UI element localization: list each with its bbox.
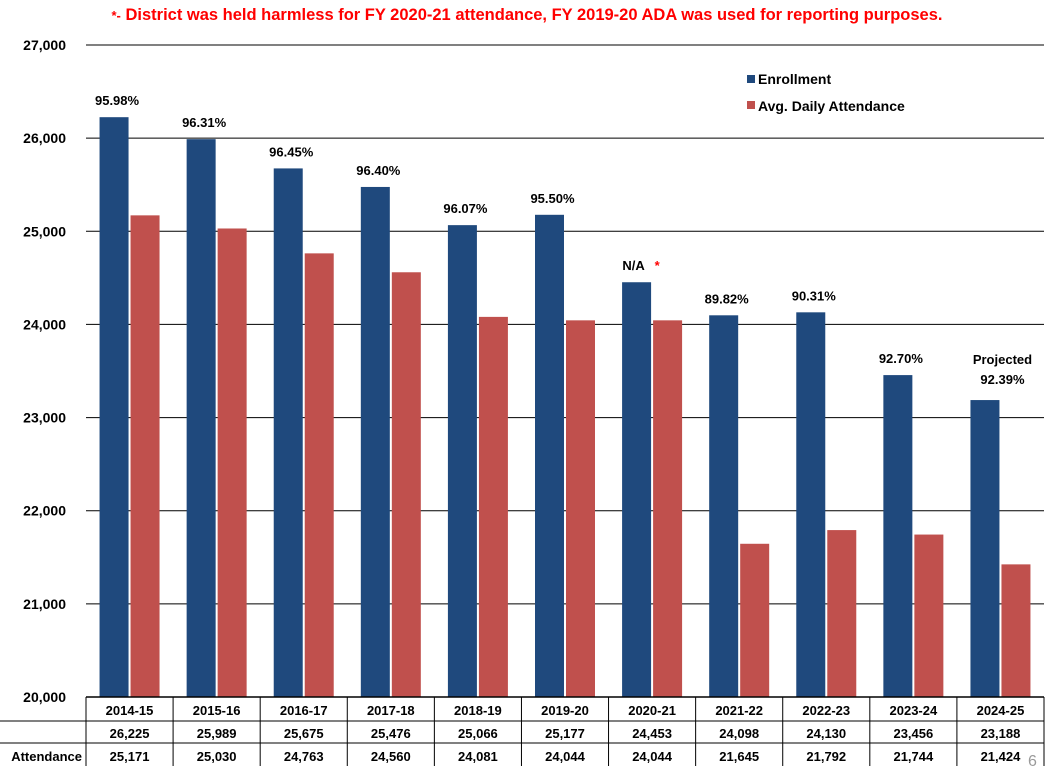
attendance-bar	[740, 543, 770, 697]
y-tick-label: 25,000	[23, 223, 66, 239]
enrollment-bar	[796, 312, 826, 697]
table-cell-attendance: 24,044	[632, 749, 673, 764]
bar-annotation: 95.98%	[95, 93, 140, 108]
enrollment-bar	[273, 168, 303, 697]
y-tick-label: 26,000	[23, 130, 66, 146]
table-cell-enrollment: 25,066	[458, 726, 498, 741]
attendance-bar	[1001, 564, 1031, 697]
enrollment-bar	[709, 315, 739, 697]
bar-annotation: 95.50%	[530, 191, 575, 206]
attendance-bar	[827, 530, 857, 697]
y-tick-label: 22,000	[23, 503, 66, 519]
page-number: 6	[1028, 753, 1037, 766]
y-tick-label: 23,000	[23, 410, 66, 426]
table-cell-attendance: 24,081	[458, 749, 498, 764]
bar-annotation: 92.39%	[980, 372, 1025, 387]
bar-annotation: 96.45%	[269, 144, 314, 159]
table-cell-enrollment: 23,456	[893, 726, 933, 741]
table-cell-enrollment: 24,130	[806, 726, 846, 741]
y-tick-label: 27,000	[23, 37, 66, 53]
enrollment-bar	[535, 214, 564, 697]
legend-swatch-attendance	[747, 101, 755, 109]
x-category-label: 2014-15	[106, 703, 154, 718]
bar-annotation: 92.70%	[879, 351, 924, 366]
enrollment-bar	[99, 117, 129, 697]
x-category-label: 2016-17	[280, 703, 328, 718]
attendance-bar	[653, 320, 683, 697]
x-category-label: 2018-19	[454, 703, 502, 718]
table-cell-enrollment: 25,177	[545, 726, 585, 741]
attendance-bar	[566, 320, 595, 697]
enrollment-bar	[970, 400, 1000, 697]
attendance-bar	[914, 534, 944, 697]
x-category-label: 2019-20	[541, 703, 589, 718]
y-tick-label: 21,000	[23, 596, 66, 612]
enrollment-bar	[186, 139, 216, 698]
x-category-label: 2021-22	[715, 703, 763, 718]
table-cell-enrollment: 25,989	[197, 726, 237, 741]
attendance-bar	[304, 253, 334, 697]
x-category-label: 2024-25	[977, 703, 1025, 718]
enrollment-bar	[622, 282, 652, 697]
y-tick-label: 24,000	[23, 316, 66, 332]
table-cell-attendance: 21,792	[806, 749, 846, 764]
bar-annotation: 96.40%	[356, 163, 401, 178]
table-cell-enrollment: 24,453	[632, 726, 672, 741]
table-row-label: Attendance	[11, 749, 82, 764]
table-cell-attendance: 21,744	[893, 749, 934, 764]
bar-annotation: 89.82%	[705, 291, 750, 306]
x-category-label: 2023-24	[890, 703, 938, 718]
x-category-label: 2017-18	[367, 703, 415, 718]
legend-swatch-enrollment	[747, 75, 755, 83]
table-cell-enrollment: 25,476	[371, 726, 411, 741]
bar-annotation-prefix: Projected	[973, 352, 1032, 367]
footnote-body: District was held harmless for FY 2020-2…	[120, 6, 943, 24]
bar-annotation: 96.31%	[182, 115, 227, 130]
attendance-bar	[478, 316, 508, 697]
bar-annotation: 96.07%	[443, 201, 488, 216]
footnote-star: *-	[111, 8, 121, 23]
table-cell-attendance: 24,560	[371, 749, 411, 764]
table-cell-enrollment: 23,188	[981, 726, 1021, 741]
attendance-bar	[391, 272, 421, 697]
attendance-bar	[217, 228, 247, 697]
enrollment-bar	[447, 225, 477, 697]
bar-annotation: N/A	[622, 258, 645, 273]
table-cell-enrollment: 25,675	[284, 726, 324, 741]
table-cell-attendance: 21,424	[981, 749, 1022, 764]
table-cell-enrollment: 26,225	[110, 726, 150, 741]
bar-annotation-mark: *	[655, 258, 661, 273]
y-tick-label: 20,000	[23, 689, 66, 705]
x-category-label: 2015-16	[193, 703, 241, 718]
x-category-label: 2020-21	[628, 703, 676, 718]
table-cell-enrollment: 24,098	[719, 726, 759, 741]
enrollment-bar	[883, 375, 913, 697]
table-cell-attendance: 24,044	[545, 749, 586, 764]
table-cell-attendance: 24,763	[284, 749, 324, 764]
legend-label-attendance: Avg. Daily Attendance	[758, 98, 905, 114]
enrollment-bar	[360, 186, 390, 697]
footnote-text: *- District was held harmless for FY 202…	[0, 6, 1054, 25]
table-cell-attendance: 21,645	[719, 749, 759, 764]
table-cell-attendance: 25,171	[110, 749, 150, 764]
bar-annotation: 90.31%	[792, 288, 837, 303]
attendance-bar	[130, 215, 160, 698]
legend-label-enrollment: Enrollment	[758, 71, 831, 87]
table-cell-attendance: 25,030	[197, 749, 237, 764]
x-category-label: 2022-23	[802, 703, 850, 718]
